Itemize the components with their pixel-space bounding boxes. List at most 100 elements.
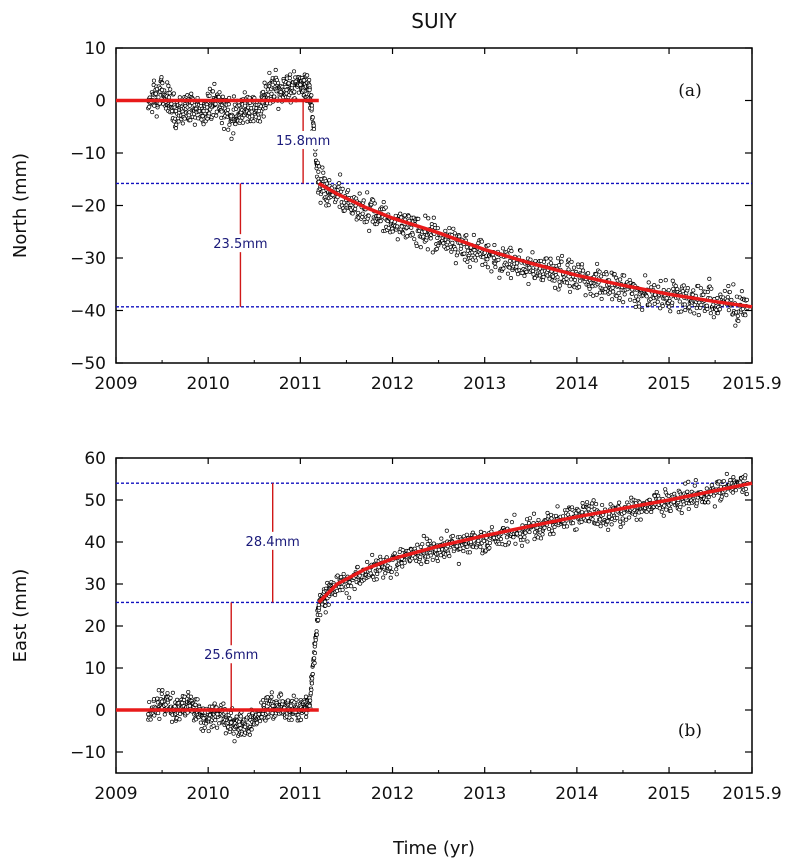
data-point <box>370 552 375 557</box>
data-point <box>206 729 211 734</box>
data-point <box>151 78 157 83</box>
data-point <box>660 303 665 309</box>
data-point <box>566 267 571 272</box>
data-point <box>705 289 710 295</box>
data-point <box>739 289 744 294</box>
data-point <box>711 315 716 320</box>
data-point <box>603 286 608 291</box>
data-point <box>200 114 205 119</box>
data-point <box>621 521 626 526</box>
data-point <box>439 536 444 541</box>
data-point <box>733 488 738 493</box>
data-point <box>323 610 328 615</box>
data-point <box>261 89 266 94</box>
x-tick-label: 2011 <box>279 784 322 804</box>
data-point <box>580 501 585 506</box>
data-point <box>555 504 560 509</box>
x-tick-label: 2014 <box>555 784 598 804</box>
data-point <box>344 591 349 596</box>
data-point <box>545 510 550 515</box>
data-point <box>691 288 696 293</box>
data-point <box>231 131 236 136</box>
data-point <box>532 537 537 542</box>
data-point <box>152 713 157 718</box>
data-point <box>465 259 470 264</box>
data-point <box>508 276 513 281</box>
data-point <box>652 301 657 306</box>
data-point <box>270 82 275 87</box>
data-point <box>238 726 243 731</box>
y-tick-label: 30 <box>84 575 106 595</box>
data-point <box>318 613 323 618</box>
y-tick-label: 40 <box>84 533 106 553</box>
data-point <box>450 533 455 538</box>
data-point <box>546 526 552 532</box>
data-point <box>291 69 297 74</box>
data-point <box>202 725 207 730</box>
data-point <box>443 228 448 233</box>
data-point <box>663 278 668 283</box>
data-point <box>150 110 155 115</box>
offset-label: 28.4mm <box>246 535 300 550</box>
data-point <box>496 257 501 262</box>
data-point <box>350 211 355 216</box>
data-point <box>188 118 193 123</box>
data-point <box>444 528 449 533</box>
data-point <box>489 525 494 530</box>
data-point <box>211 723 216 728</box>
data-point <box>240 120 245 125</box>
data-point <box>361 198 366 203</box>
data-point <box>193 702 198 707</box>
data-point <box>402 213 407 218</box>
data-point <box>617 295 622 300</box>
data-point <box>425 247 430 252</box>
data-point <box>618 519 623 524</box>
data-point <box>152 103 157 108</box>
data-point <box>213 718 218 723</box>
data-point <box>174 122 179 127</box>
data-point <box>302 78 307 83</box>
data-point <box>541 274 546 279</box>
data-point <box>485 265 490 270</box>
data-point <box>166 83 171 88</box>
data-point <box>316 602 321 608</box>
data-point <box>371 198 376 203</box>
data-point <box>168 87 173 92</box>
data-point <box>160 699 165 704</box>
data-point <box>568 289 573 294</box>
data-point <box>175 697 180 702</box>
data-point <box>654 489 659 495</box>
data-point <box>256 108 261 114</box>
data-point <box>594 292 599 297</box>
y-tick-label: 60 <box>84 449 106 469</box>
data-point <box>427 538 432 543</box>
data-point <box>677 299 682 304</box>
data-point <box>177 717 182 722</box>
data-point <box>694 501 699 506</box>
data-point <box>176 119 181 124</box>
data-point <box>708 311 713 316</box>
data-point <box>332 184 337 189</box>
data-point <box>456 561 461 566</box>
data-point <box>356 210 361 215</box>
data-point <box>388 565 393 570</box>
data-point <box>147 699 152 705</box>
data-point <box>375 571 380 577</box>
offset-label: 23.5mm <box>213 237 267 252</box>
data-point <box>658 278 663 284</box>
data-point <box>461 549 466 554</box>
data-point <box>434 246 439 251</box>
data-point <box>538 536 544 541</box>
data-point <box>605 519 610 524</box>
data-point <box>581 268 586 273</box>
chart-title: SUIY <box>411 9 457 33</box>
data-point <box>644 294 649 299</box>
data-point <box>453 261 458 266</box>
data-point <box>420 542 425 547</box>
data-point <box>315 160 320 165</box>
data-point <box>215 712 220 717</box>
offset-label-bg <box>245 531 300 550</box>
data-point <box>740 306 745 312</box>
data-point <box>572 265 577 270</box>
data-point <box>233 122 238 127</box>
